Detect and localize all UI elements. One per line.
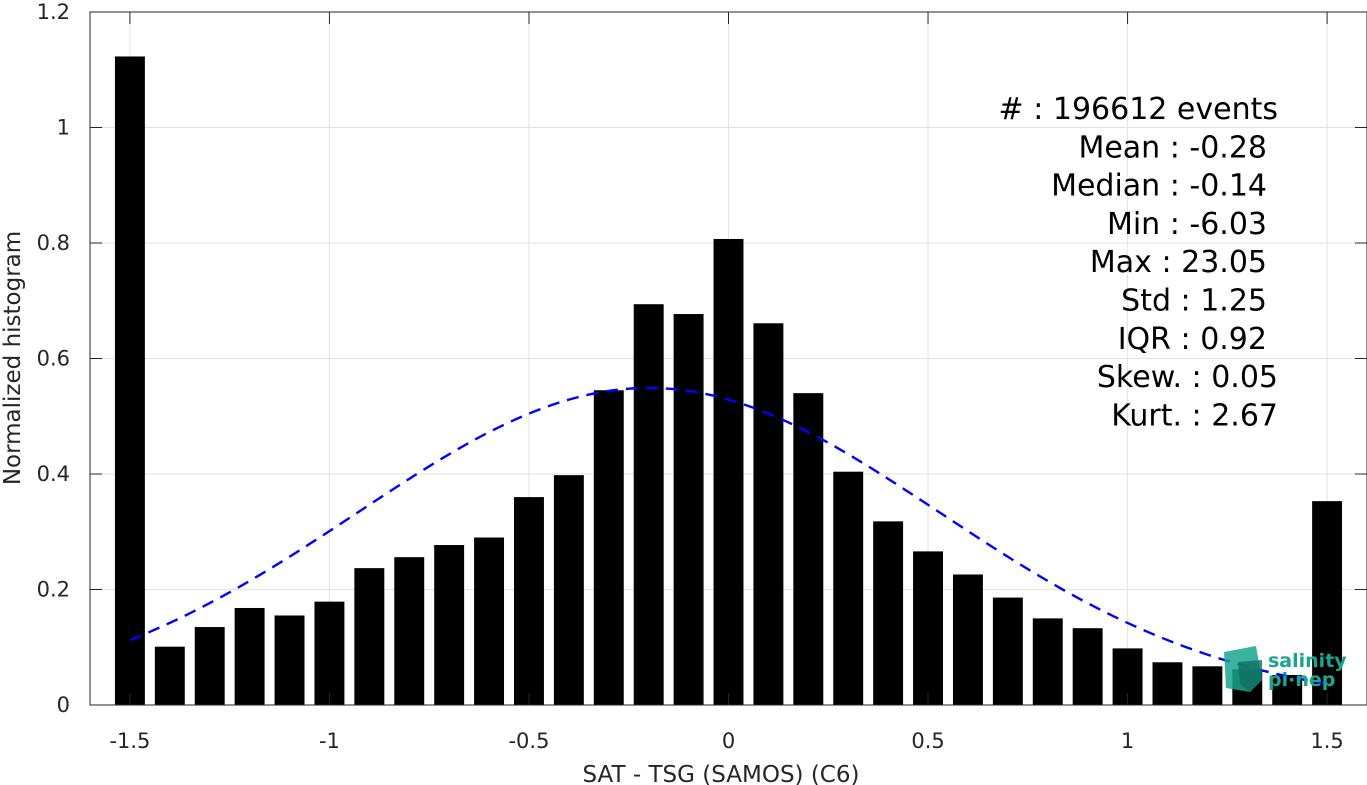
histogram-bar [394, 557, 425, 705]
histogram-bar [713, 238, 744, 705]
histogram-bars [114, 56, 1343, 705]
x-tick-label: 0.5 [911, 729, 944, 753]
logo-text-line2: pi·nep [1268, 669, 1335, 691]
histogram-bar [1312, 501, 1343, 705]
y-tick-label: 0.6 [37, 347, 70, 371]
y-tick-label: 1.2 [37, 0, 70, 24]
histogram-bar [553, 475, 584, 705]
histogram-bar [114, 56, 145, 705]
x-axis-ticks: -1.5 -1 -0.5 0 0.5 1 1.5 [109, 12, 1344, 753]
histogram-bar [1272, 674, 1303, 705]
histogram-bar [274, 615, 305, 705]
stat-line-5: Std : 1.25 [1121, 284, 1267, 319]
histogram-bar [1072, 628, 1103, 705]
stat-line-4: Max : 23.05 [1090, 245, 1267, 280]
histogram-bar [194, 627, 225, 705]
x-tick-label: -1 [319, 729, 340, 753]
stat-line-1: Mean : -0.28 [1078, 130, 1267, 165]
y-axis-title: Normalized histogram [0, 231, 26, 485]
histogram-bar [833, 471, 864, 705]
histogram-bar [793, 393, 824, 705]
stat-line-3: Min : -6.03 [1107, 207, 1267, 242]
x-tick-label: -0.5 [508, 729, 549, 753]
histogram-bar [633, 304, 664, 705]
histogram-bar [753, 323, 784, 705]
y-tick-label: 0 [57, 693, 70, 717]
stat-line-6: IQR : 0.92 [1118, 322, 1267, 357]
x-tick-label: -1.5 [109, 729, 150, 753]
x-tick-label: 1.5 [1310, 729, 1343, 753]
histogram-bar [1032, 618, 1063, 705]
logo-text-line1: salinity [1268, 650, 1347, 672]
logo-mark-shade-icon [1238, 660, 1262, 692]
normal-fit-curve [129, 386, 1328, 686]
histogram-bar [434, 545, 465, 705]
y-axis-ticks: 0 0.2 0.4 0.6 0.8 1 1.2 [37, 0, 1367, 717]
y-tick-label: 0.8 [37, 231, 70, 255]
histogram-bar [474, 537, 505, 705]
histogram-bar [314, 601, 345, 705]
histogram-bar [234, 607, 265, 705]
stat-line-7: Skew. : 0.05 [1097, 360, 1278, 395]
stat-line-0: # : 196612 events [999, 92, 1278, 127]
histogram-bar [1192, 666, 1223, 705]
histogram-bar [873, 521, 904, 705]
histogram-bar [354, 568, 385, 705]
histogram-bar [913, 551, 943, 705]
histogram-bar [673, 314, 704, 705]
histogram-bar [514, 497, 544, 705]
salinity-pinep-logo: salinity pi·nep [1224, 646, 1347, 692]
histogram-bar [952, 574, 983, 705]
histogram-bar [992, 597, 1023, 705]
histogram-bar [593, 390, 624, 705]
x-tick-label: 0 [722, 729, 735, 753]
y-tick-label: 0.2 [37, 578, 70, 602]
stat-line-8: Kurt. : 2.67 [1111, 398, 1278, 433]
y-tick-label: 0.4 [37, 462, 70, 486]
histogram-bar [1152, 662, 1183, 705]
y-tick-label: 1 [57, 116, 70, 140]
x-tick-label: 1 [1121, 729, 1134, 753]
histogram-bar [154, 646, 185, 705]
stat-line-2: Median : -0.14 [1051, 169, 1267, 204]
x-axis-title: SAT - TSG (SAMOS) (C6) [583, 762, 860, 785]
